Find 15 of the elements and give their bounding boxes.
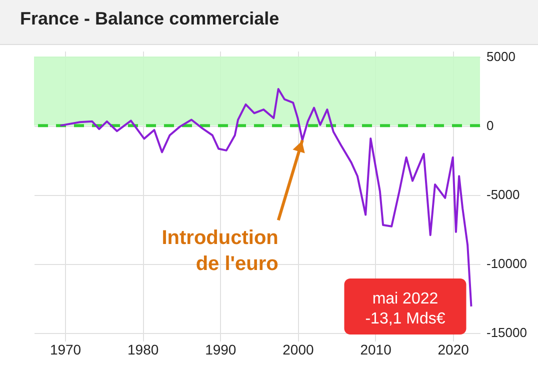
- x-tick-label: 2010: [360, 342, 392, 358]
- x-tick-label: 1970: [50, 342, 82, 358]
- y-tick-label: 5000: [486, 49, 516, 64]
- line-series: [59, 88, 472, 308]
- y-tick-label: 0: [486, 118, 494, 134]
- chart-title: France - Balance commerciale: [20, 8, 280, 29]
- x-tick-label: 1990: [205, 342, 236, 358]
- annotation: Introduction de l'euro: [162, 227, 278, 276]
- y-tick-label: -15000: [486, 325, 527, 340]
- x-tick-label: 2000: [282, 342, 314, 358]
- x-tick-label: 1980: [128, 342, 159, 358]
- annotation: mai 2022 -13,1 Mds€: [365, 290, 446, 328]
- y-tick-label: -5000: [486, 187, 520, 202]
- x-tick-label: 2020: [438, 342, 470, 358]
- y-tick-label: -10000: [486, 256, 527, 272]
